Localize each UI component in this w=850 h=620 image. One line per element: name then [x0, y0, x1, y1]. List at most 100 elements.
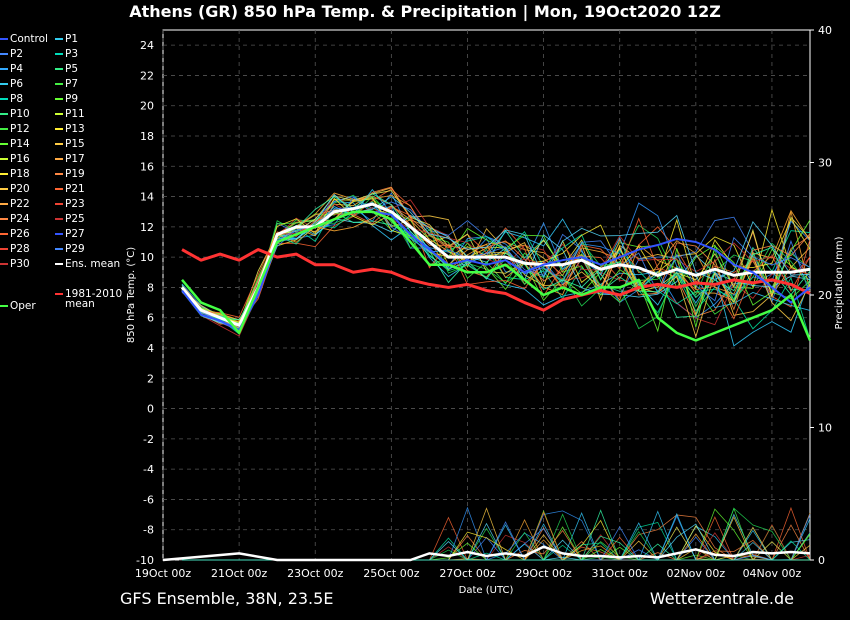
legend-swatch	[55, 68, 63, 70]
legend-swatch	[55, 263, 63, 265]
legend-label: P3	[65, 48, 79, 60]
y-tick-label: -6	[143, 493, 154, 506]
legend-label: Oper	[10, 300, 36, 312]
member-line	[181, 197, 811, 323]
legend-label: P18	[10, 168, 30, 180]
member-line	[181, 200, 811, 327]
legend-swatch	[55, 293, 63, 295]
legend-item: P3	[55, 48, 78, 60]
legend-item: P6	[0, 78, 23, 90]
legend-item: P26	[0, 228, 30, 240]
series-line-1981-2010-mean	[181, 248, 811, 312]
legend-label: P4	[10, 63, 24, 75]
legend-item: P12	[0, 123, 30, 135]
y-tick-label: 22	[140, 69, 154, 82]
legend-item: P24	[0, 213, 30, 225]
legend-label: 1981-2010	[65, 288, 123, 300]
legend-label: P12	[10, 123, 30, 135]
y-tick-label: -2	[143, 433, 154, 446]
legend-item: P22	[0, 198, 30, 210]
y-tick-label: 4	[147, 342, 154, 355]
legend-item: 1981-2010	[55, 288, 122, 300]
legend-swatch	[55, 158, 63, 160]
legend-label: P19	[65, 168, 85, 180]
x-tick-label: 31Oct 00z	[592, 567, 649, 580]
legend-label: P7	[65, 78, 79, 90]
legend-swatch	[0, 158, 8, 160]
chart-title: Athens (GR) 850 hPa Temp. & Precipitatio…	[129, 2, 721, 21]
legend-label: P21	[65, 183, 85, 195]
legend-item: P17	[55, 153, 85, 165]
member-line	[181, 193, 811, 326]
axes: -10-8-6-4-202468101214161820222401020304…	[135, 24, 832, 580]
y-tick-label: 2	[147, 372, 154, 385]
legend-item: P15	[55, 138, 85, 150]
legend-label: P22	[10, 198, 30, 210]
legend-swatch	[0, 233, 8, 235]
legend-item: P10	[0, 108, 30, 120]
y2-axis-title: Precipitation (mm)	[834, 236, 845, 329]
member-line	[181, 202, 811, 331]
legend-swatch	[55, 203, 63, 205]
legend-swatch	[0, 248, 8, 250]
legend-swatch	[0, 305, 8, 307]
precip-line-ens-mean	[162, 545, 811, 562]
legend-label: P15	[65, 138, 85, 150]
legend-item: P20	[0, 183, 30, 195]
legend-swatch	[0, 218, 8, 220]
legend-swatch	[55, 233, 63, 235]
legend-item: P27	[55, 228, 85, 240]
y2-tick-label: 0	[818, 554, 825, 567]
y-tick-label: 20	[140, 100, 154, 113]
legend-label: Control	[10, 33, 48, 45]
legend-item: P7	[55, 78, 78, 90]
y-tick-label: 12	[140, 221, 154, 234]
legend-label: P16	[10, 153, 30, 165]
legend-item: P11	[55, 108, 85, 120]
model-caption: GFS Ensemble, 38N, 23.5E	[120, 589, 334, 608]
legend-label: P9	[65, 93, 79, 105]
x-tick-label: 19Oct 00z	[135, 567, 192, 580]
legend-item: P9	[55, 93, 78, 105]
legend-label: P28	[10, 243, 30, 255]
legend-label: Ens. mean	[65, 258, 121, 270]
y-tick-label: 8	[147, 281, 154, 294]
y-tick-label: 0	[147, 403, 154, 416]
plot-area	[162, 29, 811, 561]
legend-swatch	[0, 263, 8, 265]
legend-swatch	[0, 53, 8, 55]
legend-item: P13	[55, 123, 85, 135]
legend-label: P20	[10, 183, 30, 195]
legend-item: P25	[55, 213, 85, 225]
series-lines	[162, 202, 812, 562]
legend-label: P6	[10, 78, 24, 90]
legend-label: P2	[10, 48, 24, 60]
x-tick-label: 29Oct 00z	[515, 567, 572, 580]
y-tick-label: 24	[140, 39, 154, 52]
member-line	[181, 194, 811, 331]
series-line-ens-mean	[180, 202, 811, 327]
legend-swatch	[55, 98, 63, 100]
legend-swatch	[0, 83, 8, 85]
legend-label: P11	[65, 108, 85, 120]
legend-item: Control	[0, 33, 48, 45]
legend-label: P13	[65, 123, 85, 135]
x-axis-title: Date (UTC)	[459, 585, 514, 596]
y2-tick-label: 30	[818, 157, 832, 170]
legend-label: P24	[10, 213, 30, 225]
legend-item: Oper	[0, 300, 36, 312]
legend-label: P29	[65, 243, 85, 255]
legend-label: P17	[65, 153, 85, 165]
legend-label: P25	[65, 213, 85, 225]
legend-swatch	[0, 203, 8, 205]
legend: Control P2 P4 P6 P8 P10 P12 P14 P16 P18 P20 P22 P24 P…	[0, 33, 135, 333]
legend-swatch	[0, 98, 8, 100]
y-tick-label: -4	[143, 463, 154, 476]
legend-swatch	[0, 113, 8, 115]
legend-swatch	[0, 143, 8, 145]
x-tick-label: 25Oct 00z	[363, 567, 420, 580]
legend-item: P23	[55, 198, 85, 210]
legend-swatch	[55, 38, 63, 40]
legend-label: P26	[10, 228, 30, 240]
